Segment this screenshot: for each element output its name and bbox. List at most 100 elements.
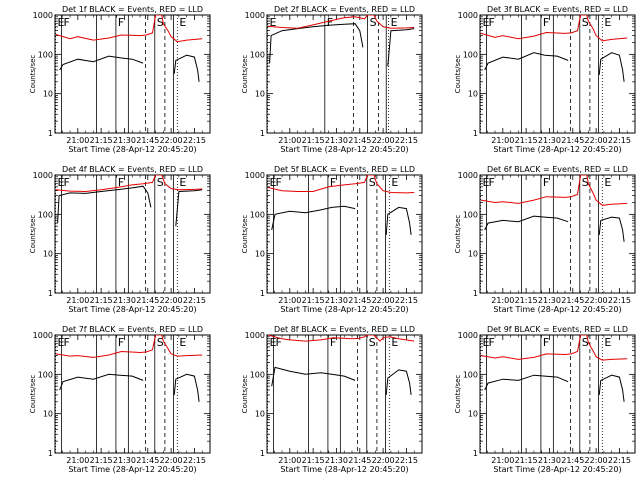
x-axis-label: Start Time (28-Apr-12 20:45:20) — [280, 145, 408, 154]
y-tick-label: 1 — [48, 449, 53, 458]
event-rate-line — [387, 28, 415, 67]
interval-marker-label: F — [275, 336, 281, 349]
plot-frame — [54, 14, 211, 134]
plot-frame — [479, 174, 636, 294]
y-tick-label: 1 — [260, 289, 265, 298]
y-tick-label: 1 — [473, 129, 478, 138]
interval-marker-label: E — [483, 16, 490, 29]
y-tick-label: 100 — [38, 50, 53, 59]
x-tick-label: 22:00 — [372, 296, 395, 305]
x-tick-label: 21:00 — [66, 136, 89, 145]
panel-title: Det 3f BLACK = Events, RED = LLD — [487, 5, 628, 14]
interval-marker-label: S — [157, 176, 164, 189]
y-tick-label: 100 — [38, 210, 53, 219]
x-axis-label: Start Time (28-Apr-12 20:45:20) — [493, 145, 621, 154]
x-tick-label: 21:00 — [491, 456, 514, 465]
lld-rate-line — [55, 335, 203, 358]
interval-marker-label: F — [543, 16, 549, 29]
lld-rate-line — [267, 15, 415, 29]
event-rate-line — [271, 366, 356, 387]
x-tick-label: 22:00 — [160, 296, 183, 305]
panel-title: Det 2f BLACK = Events, RED = LLD — [274, 5, 415, 14]
x-axis-label: Start Time (28-Apr-12 20:45:20) — [280, 305, 408, 314]
x-tick-label: 21:45 — [348, 136, 371, 145]
interval-marker-label: E — [391, 16, 398, 29]
x-tick-label: 21:00 — [278, 456, 301, 465]
interval-marker-label: E — [58, 176, 65, 189]
interval-marker-label: F — [63, 16, 69, 29]
lld-rate-line — [267, 335, 415, 342]
x-tick-label: 21:00 — [491, 296, 514, 305]
event-rate-line — [598, 216, 625, 242]
x-tick-label: 22:15 — [183, 296, 206, 305]
x-axis-label: Start Time (28-Apr-12 20:45:20) — [493, 465, 621, 474]
x-tick-label: 21:45 — [136, 136, 159, 145]
y-tick-label: 100 — [250, 210, 265, 219]
x-tick-label: 21:00 — [278, 136, 301, 145]
y-tick-label: 10 — [255, 410, 265, 419]
x-tick-label: 21:15 — [515, 296, 538, 305]
y-tick-label: 100 — [38, 370, 53, 379]
x-tick-label: 22:15 — [608, 136, 631, 145]
x-tick-label: 21:15 — [302, 456, 325, 465]
y-tick-label: 1000 — [245, 11, 265, 20]
x-axis-label: Start Time (28-Apr-12 20:45:20) — [280, 465, 408, 474]
event-rate-line — [173, 54, 200, 82]
interval-marker-label: E — [270, 16, 277, 29]
y-tick-label: 100 — [463, 50, 478, 59]
panel-title: Det 9f BLACK = Events, RED = LLD — [487, 325, 628, 334]
y-axis-label: Counts/sec — [29, 55, 37, 94]
detector-panel-7: Det 7f BLACK = Events, RED = LLD 1 10 100 10… — [29, 325, 211, 474]
interval-marker-label: E — [179, 16, 186, 29]
event-rate-line — [59, 373, 144, 391]
interval-marker-label: S — [157, 16, 164, 29]
x-tick-label: 22:00 — [585, 136, 608, 145]
detector-panel-4: Det 4f BLACK = Events, RED = LLD 1 10 100 10… — [29, 165, 211, 314]
x-tick-label: 22:15 — [395, 136, 418, 145]
interval-marker-label: S — [369, 176, 376, 189]
x-tick-label: 21:30 — [325, 296, 348, 305]
interval-marker-label: E — [391, 336, 398, 349]
detector-panel-9: Det 9f BLACK = Events, RED = LLD 1 10 100 10… — [454, 325, 636, 474]
interval-marker-label: E — [179, 336, 186, 349]
x-tick-label: 21:30 — [113, 296, 136, 305]
interval-marker-label: F — [330, 336, 336, 349]
interval-marker-label: F — [330, 176, 336, 189]
interval-marker-label: S — [582, 336, 589, 349]
y-tick-label: 100 — [463, 370, 478, 379]
event-rate-line — [484, 215, 569, 231]
lld-rate-line — [267, 175, 415, 194]
interval-marker-label: E — [604, 176, 611, 189]
y-axis-label: Counts/sec — [29, 375, 37, 414]
y-axis-label: Counts/sec — [454, 215, 462, 254]
detector-panel-6: Det 6f BLACK = Events, RED = LLD 1 10 100 10… — [454, 165, 636, 314]
detector-panel-2: Det 2f BLACK = Events, RED = LLD 1 10 100 10… — [241, 5, 423, 154]
y-axis-label: Counts/sec — [454, 375, 462, 414]
interval-marker-label: E — [58, 16, 65, 29]
x-tick-label: 21:15 — [302, 136, 325, 145]
y-tick-label: 100 — [250, 50, 265, 59]
x-tick-label: 21:15 — [515, 456, 538, 465]
interval-marker-label: F — [275, 176, 281, 189]
y-tick-label: 1 — [473, 289, 478, 298]
y-tick-label: 1 — [473, 449, 478, 458]
x-tick-label: 22:15 — [183, 456, 206, 465]
x-tick-label: 21:45 — [561, 456, 584, 465]
x-tick-label: 22:15 — [608, 456, 631, 465]
interval-marker-label: F — [488, 16, 494, 29]
y-tick-label: 1000 — [33, 171, 53, 180]
x-tick-label: 22:00 — [585, 296, 608, 305]
detector-panel-5: Det 5f BLACK = Events, RED = LLD 1 10 100 10… — [241, 165, 423, 314]
panel-title: Det 4f BLACK = Events, RED = LLD — [62, 165, 203, 174]
interval-marker-label: E — [391, 176, 398, 189]
x-tick-label: 21:15 — [90, 456, 113, 465]
y-tick-label: 10 — [43, 410, 53, 419]
x-tick-label: 22:15 — [608, 296, 631, 305]
interval-marker-label: F — [63, 336, 69, 349]
x-tick-label: 21:30 — [113, 456, 136, 465]
interval-marker-label: S — [370, 16, 377, 29]
y-tick-label: 10 — [43, 250, 53, 259]
event-rate-line — [385, 369, 412, 395]
y-tick-label: 1 — [48, 129, 53, 138]
x-tick-label: 21:00 — [66, 456, 89, 465]
